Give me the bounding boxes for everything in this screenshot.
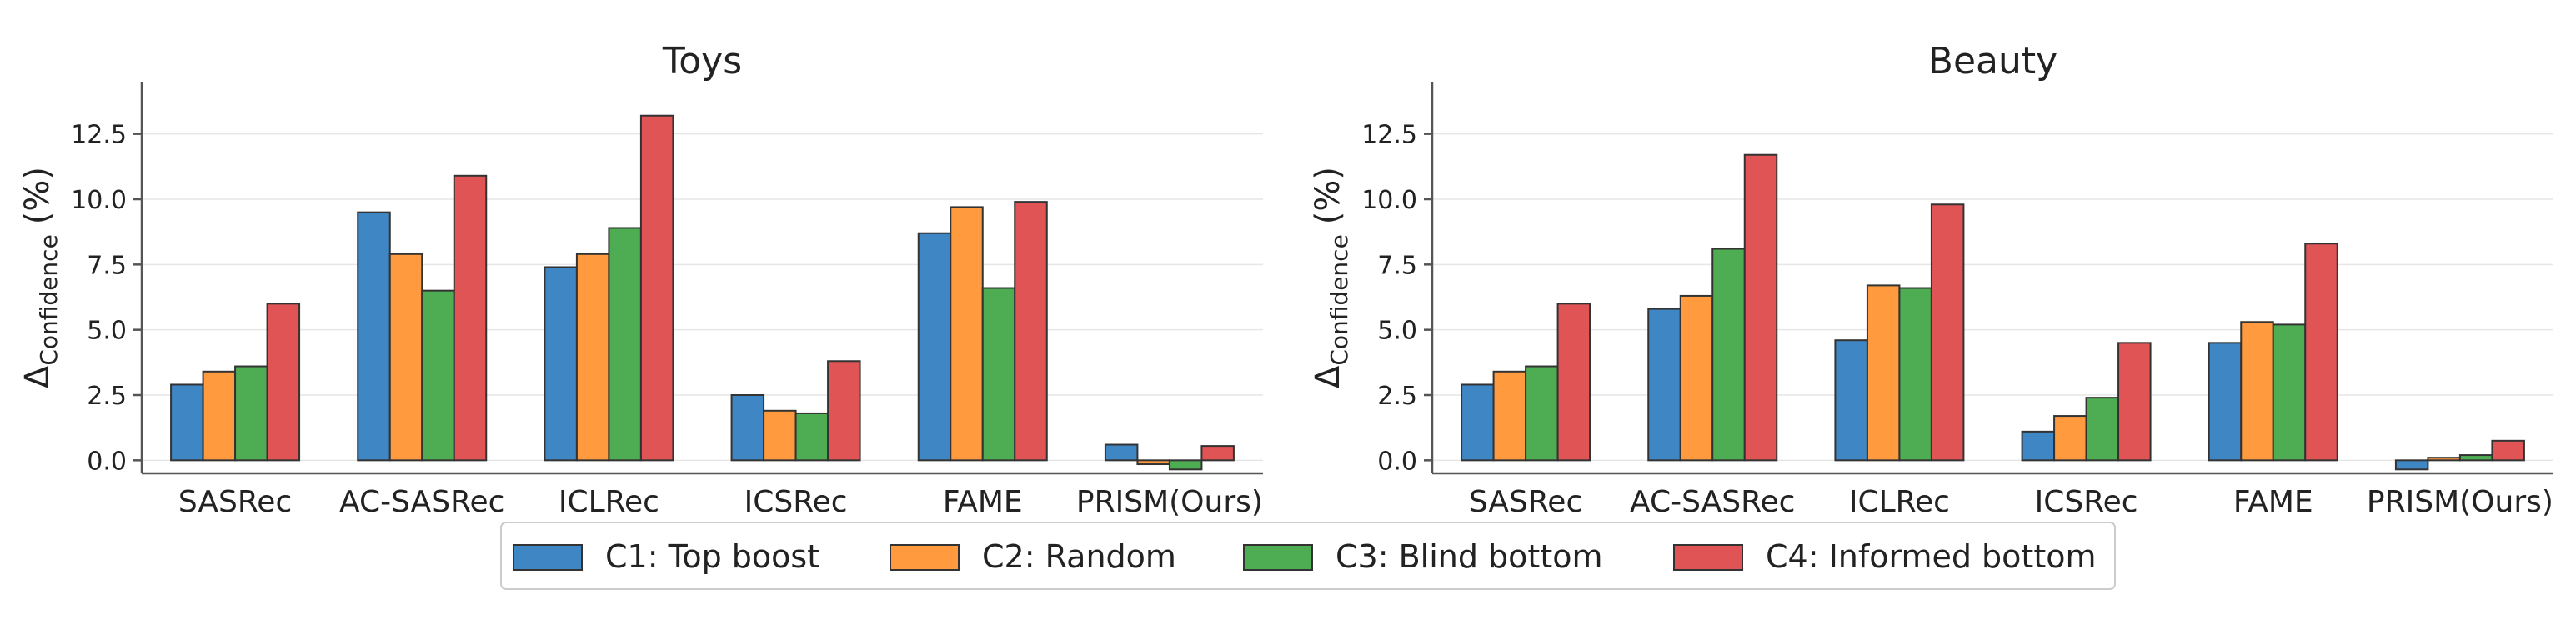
legend-swatch-c1: [513, 544, 583, 571]
y-tick-label: 2.5: [87, 382, 127, 411]
y-tick-label: 0.0: [1377, 447, 1417, 476]
y-tick-label: 12.5: [71, 121, 127, 150]
bar-fame-c3: [2272, 323, 2307, 462]
legend: C1: Top boost C2: Random C3: Blind bottom C…: [500, 522, 2116, 590]
bar-icsrec-c3: [2085, 397, 2120, 462]
bar-icsrec-c2: [2053, 415, 2087, 462]
x-category-label: SASRec: [178, 485, 292, 519]
legend-swatch-c4: [1673, 544, 1743, 571]
y-tick-label: 2.5: [1377, 382, 1417, 411]
bar-ac-sasrec-c2: [1679, 294, 1714, 462]
y-axis-label-symbol: Δ: [18, 365, 57, 388]
bar-iclrec-c2: [1866, 284, 1901, 462]
bar-sasrec-c3: [234, 365, 268, 462]
y-axis-label: ΔConfidence (%): [1309, 167, 1353, 388]
y-tick-label: 0.0: [87, 447, 127, 476]
bar-ac-sasrec-c3: [421, 289, 455, 462]
bar-fame-c2: [2240, 321, 2274, 462]
legend-swatch-c3: [1243, 544, 1313, 571]
bar-ac-sasrec-c4: [453, 174, 488, 462]
legend-label-c2: C2: Random: [982, 538, 1176, 575]
bar-prism-ours--c2: [1136, 459, 1170, 466]
bar-sasrec-c1: [1461, 383, 1495, 462]
bar-sasrec-c3: [1525, 365, 1559, 462]
chart-panel-2: 0.0 2.5 5.0 7.5 10.0 12.5 SASRec AC-SASRec ICLRe…: [1309, 40, 2553, 519]
y-tick-label: 5.0: [1377, 317, 1417, 346]
bar-icsrec-c4: [827, 360, 861, 462]
y-tick-label: 10.0: [1361, 186, 1417, 215]
chart-title: Toys: [662, 40, 742, 82]
bar-fame-c1: [2208, 342, 2243, 462]
bar-prism-ours--c1: [1104, 443, 1139, 462]
bar-ac-sasrec-c1: [1647, 308, 1681, 462]
bar-iclrec-c3: [1898, 287, 1932, 462]
bar-sasrec-c2: [1492, 370, 1527, 462]
bar-iclrec-c4: [1930, 203, 1965, 462]
legend-label-c4: C4: Informed bottom: [1766, 538, 2097, 575]
x-category-label: PRISM(Ours): [2367, 485, 2553, 519]
y-axis-label-unit: (%): [18, 167, 57, 224]
bar-iclrec-c3: [608, 227, 642, 462]
legend-label-c3: C3: Blind bottom: [1336, 538, 1603, 575]
bar-ac-sasrec-c4: [1743, 153, 1778, 462]
bar-fame-c4: [2304, 242, 2338, 462]
bar-fame-c1: [917, 232, 952, 462]
bar-prism-ours--c2: [2427, 457, 2461, 462]
bar-icsrec-c3: [794, 412, 829, 462]
bar-iclrec-c1: [544, 266, 578, 462]
y-axis-label-subscript: Confidence: [35, 234, 63, 365]
bar-icsrec-c2: [763, 409, 797, 462]
x-category-label: AC-SASRec: [339, 485, 504, 519]
x-category-label: PRISM(Ours): [1076, 485, 1263, 519]
legend-swatch-c2: [890, 544, 960, 571]
y-tick-label: 5.0: [87, 317, 127, 346]
bar-fame-c3: [981, 287, 1016, 462]
x-category-label: ICLRec: [559, 485, 659, 519]
bar-iclrec-c4: [639, 114, 674, 462]
x-category-label: ICSRec: [2035, 485, 2138, 519]
y-axis-label-symbol: Δ: [1309, 365, 1347, 388]
chart-title: Beauty: [1928, 40, 2057, 82]
bar-icsrec-c1: [2021, 430, 2056, 462]
y-axis-label: ΔConfidence (%): [18, 167, 63, 388]
bar-prism-ours--c3: [2458, 454, 2493, 462]
y-tick-label: 12.5: [1361, 121, 1417, 150]
x-category-label: AC-SASRec: [1630, 485, 1795, 519]
bar-prism-ours--c4: [1200, 445, 1235, 462]
x-category-label: FAME: [2233, 485, 2313, 519]
x-category-label: ICSRec: [744, 485, 848, 519]
bar-fame-c4: [1014, 201, 1048, 462]
bar-prism-ours--c4: [2491, 439, 2525, 462]
bar-fame-c2: [950, 206, 984, 462]
bar-sasrec-c4: [1556, 302, 1591, 462]
bar-prism-ours--c3: [1168, 459, 1203, 471]
x-category-label: ICLRec: [1849, 485, 1950, 519]
x-category-label: SASRec: [1469, 485, 1582, 519]
bar-icsrec-c1: [730, 394, 765, 462]
legend-label-c1: C1: Top boost: [605, 538, 819, 575]
bar-ac-sasrec-c1: [357, 211, 391, 462]
y-axis-label-unit: (%): [1309, 167, 1347, 224]
y-tick-label: 7.5: [1377, 251, 1417, 280]
y-tick-label: 10.0: [71, 186, 127, 215]
bar-iclrec-c2: [575, 252, 610, 462]
bar-iclrec-c1: [1834, 339, 1868, 462]
y-axis-label-subscript: Confidence: [1326, 234, 1353, 365]
bar-ac-sasrec-c2: [388, 252, 423, 462]
bar-sasrec-c2: [202, 370, 237, 462]
y-tick-label: 7.5: [87, 251, 127, 280]
x-category-label: FAME: [943, 485, 1023, 519]
bar-icsrec-c4: [2117, 342, 2152, 462]
bar-sasrec-c4: [266, 302, 301, 462]
bar-ac-sasrec-c3: [1711, 248, 1746, 462]
bar-sasrec-c1: [170, 383, 204, 462]
chart-panel-1: 0.0 2.5 5.0 7.5 10.0 12.5 SASRec AC-SASRec ICLRe…: [18, 40, 1263, 519]
bar-prism-ours--c1: [2394, 459, 2429, 471]
